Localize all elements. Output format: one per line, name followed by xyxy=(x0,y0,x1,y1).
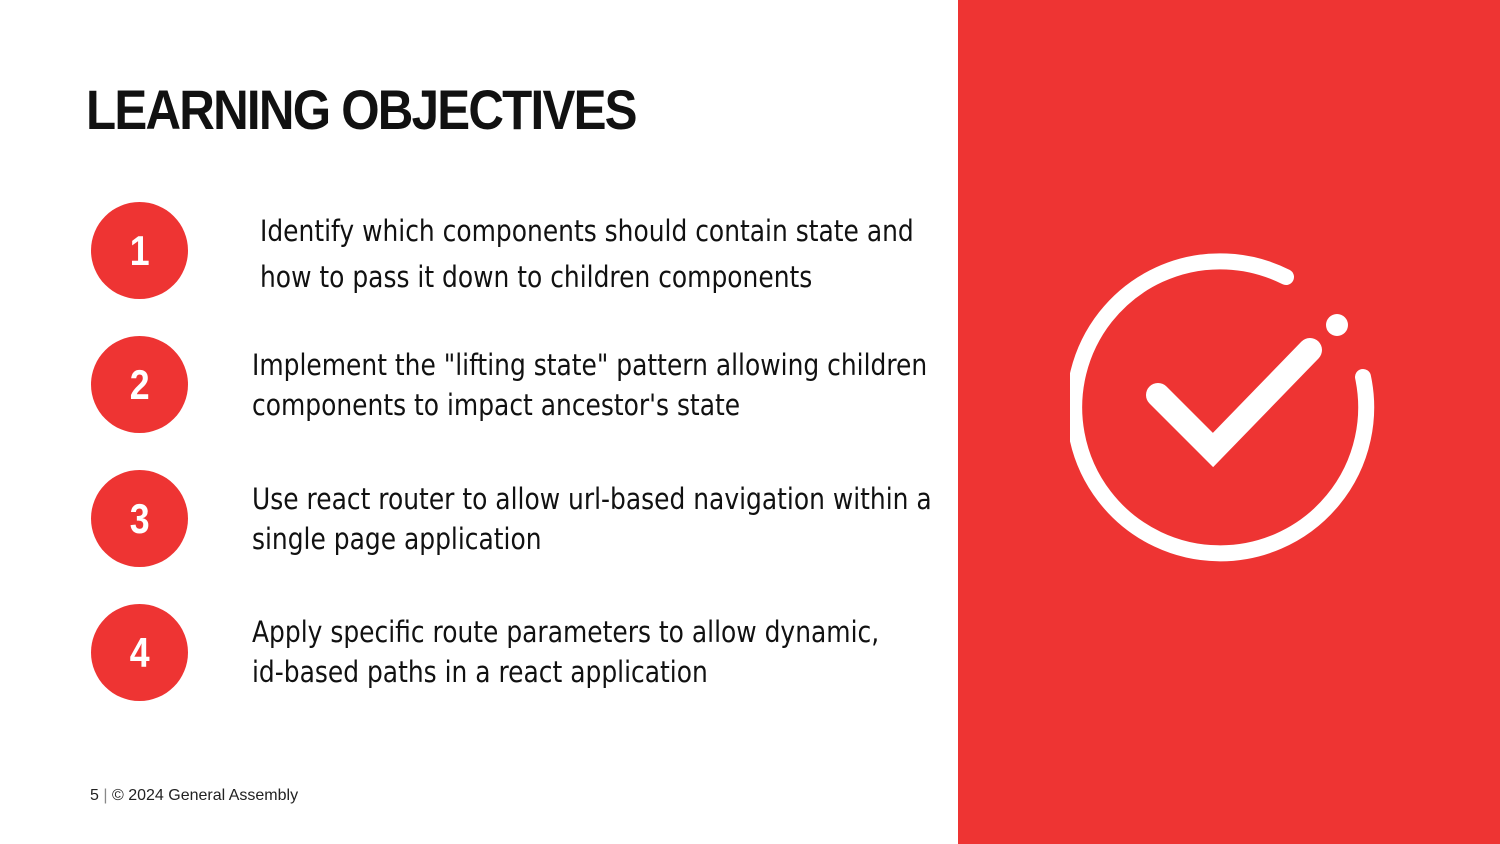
slide-footer: 5 | © 2024 General Assembly xyxy=(90,787,298,805)
objective-text: Identify which components should contain… xyxy=(260,208,914,300)
objective-number-badge: 1 xyxy=(91,202,188,299)
objective-text-line: Use react router to allow url-based navi… xyxy=(252,482,932,516)
objective-text-line: Identify which components should contain… xyxy=(260,214,914,248)
page-number: 5 xyxy=(90,787,99,804)
objective-text-line: single page application xyxy=(252,522,542,556)
objective-text-line: Apply specific route parameters to allow… xyxy=(252,615,880,649)
objective-text-line: Implement the "lifting state" pattern al… xyxy=(252,348,928,382)
objective-text: Use react router to allow url-based navi… xyxy=(252,479,932,559)
objective-text: Implement the "lifting state" pattern al… xyxy=(252,345,927,425)
objective-number-badge: 4 xyxy=(91,604,188,701)
slide-title: LEARNING OBJECTIVES xyxy=(86,78,638,141)
footer-separator: | xyxy=(103,787,108,804)
checkmark-circle-icon xyxy=(1070,253,1375,562)
copyright-text: © 2024 General Assembly xyxy=(111,787,299,804)
objective-text-line: components to impact ancestor's state xyxy=(252,388,741,422)
objective-text-line: how to pass it down to children componen… xyxy=(260,260,813,294)
objective-number: 2 xyxy=(129,360,150,408)
objective-text-line: id-based paths in a react application xyxy=(252,655,708,689)
objective-number: 4 xyxy=(129,628,150,676)
objective-number-badge: 2 xyxy=(91,336,188,433)
objective-number: 1 xyxy=(129,226,150,274)
objective-number-badge: 3 xyxy=(91,470,188,567)
objective-text: Apply specific route parameters to allow… xyxy=(252,612,879,692)
objective-number: 3 xyxy=(129,494,150,542)
